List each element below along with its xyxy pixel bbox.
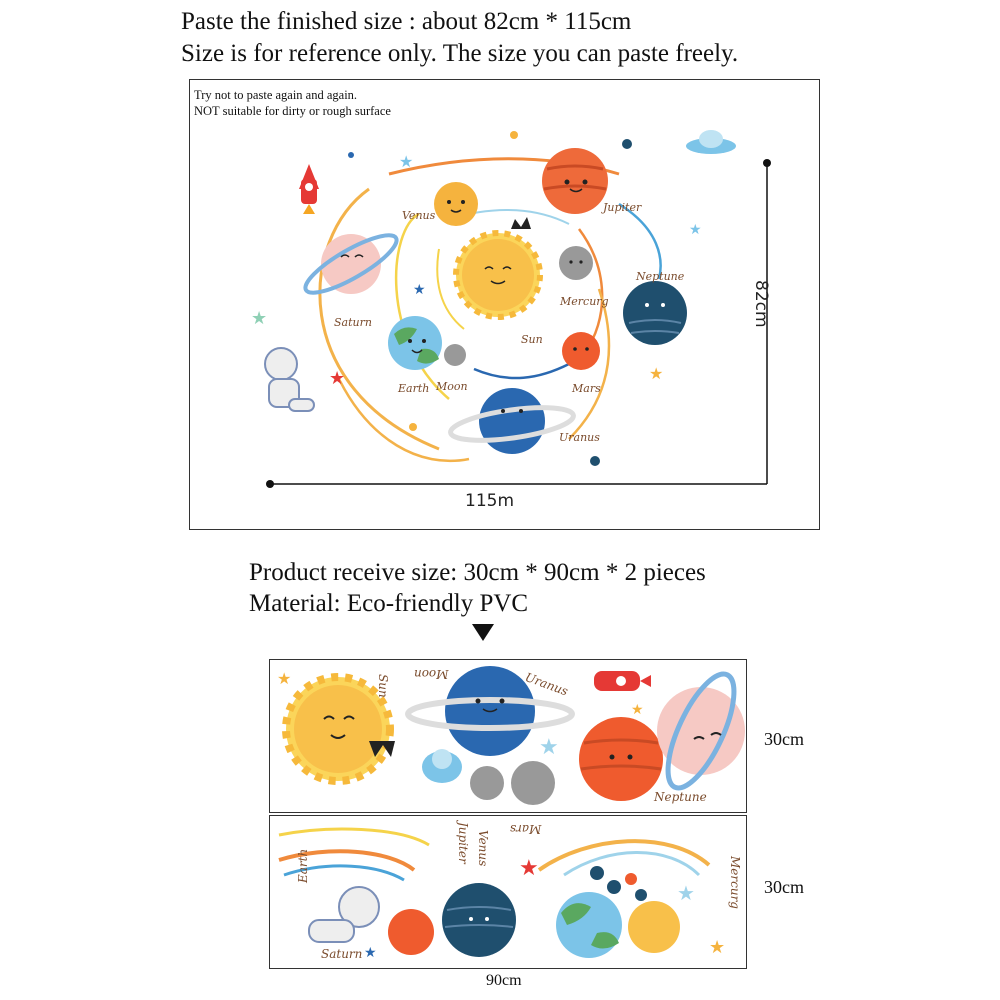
down-arrow-icon (472, 624, 494, 641)
ufo-sticker (422, 749, 462, 783)
height-label: 82cm (751, 280, 771, 328)
sheet-width-label: 90cm (486, 972, 522, 989)
sheet-label-earth: Earth (296, 848, 310, 883)
label-mercury: Mercurg (560, 295, 609, 308)
sheet-bottom-art: ★ ★ ★ ★ (278, 827, 725, 961)
star-icon: ★ (689, 222, 702, 238)
size-note-line2: Size is for reference only. The size you… (181, 40, 739, 67)
ufo-icon (686, 130, 736, 154)
star-icon: ★ (539, 735, 559, 760)
sheet-label-sun: Sun (376, 674, 390, 698)
sheet-label-venus: Venus (476, 830, 490, 867)
label-earth: Earth (398, 382, 430, 395)
dot-icon (590, 456, 600, 466)
label-uranus: Uranus (559, 431, 600, 444)
orbit-9 (337, 378, 470, 463)
star-icon: ★ (277, 669, 291, 688)
mercury-planet (559, 246, 593, 280)
rocket-sticker (594, 671, 651, 691)
uranus-sticker (405, 666, 575, 756)
sheet-top-frame (269, 659, 747, 813)
label-neptune: Neptune (636, 270, 685, 283)
material-line: Material: Eco-friendly PVC (249, 590, 529, 617)
sheet-label-moon: Moon (414, 667, 449, 681)
dot-icon (409, 423, 417, 431)
neptune-planet (623, 281, 687, 345)
width-label: 115m (465, 491, 515, 511)
astronaut-sticker (308, 886, 380, 943)
orbit-10 (568, 288, 611, 440)
venus-planet (434, 182, 478, 226)
sun-sticker (282, 673, 395, 785)
orbit-8 (473, 362, 570, 380)
uranus-planet (479, 388, 545, 454)
jupiter-planet (542, 148, 608, 214)
label-mars: Mars (572, 382, 601, 395)
sun-planet (453, 217, 543, 320)
star-icon: ★ (329, 368, 345, 389)
star-icon: ★ (413, 282, 426, 298)
sheet-top-art: ★ ★ ★ (277, 666, 745, 805)
sheet-top-height-label: 30cm (764, 729, 804, 749)
star-icon: ★ (709, 937, 725, 958)
dot-icon (622, 139, 632, 149)
size-note-line1: Paste the finished size : about 82cm * 1… (181, 8, 632, 35)
astronaut-icon (264, 347, 315, 412)
dot-icon (348, 152, 354, 158)
label-jupiter: Jupiter (603, 201, 642, 214)
mars-sticker (579, 717, 663, 801)
moon-sticker (470, 766, 504, 800)
star-icon: ★ (677, 881, 695, 905)
earth-planet (388, 316, 442, 370)
sheet-bottom-frame (269, 815, 747, 969)
sheet-label-saturn: Saturn (321, 947, 363, 961)
earth-sticker (556, 892, 622, 958)
star-icon: ★ (399, 152, 413, 171)
orbit-5 (436, 248, 465, 330)
star-icon: ★ (251, 308, 267, 329)
sheet-label-mars: Mars (510, 822, 542, 836)
star-icon: ★ (364, 945, 377, 961)
star-icon: ★ (519, 856, 539, 881)
saturn-sticker (657, 671, 745, 791)
product-size-line: Product receive size: 30cm * 90cm * 2 pi… (249, 559, 706, 586)
note-2: NOT suitable for dirty or rough surface (194, 104, 391, 118)
sheet-label-mercury: Mercurg (728, 856, 742, 909)
saturn-planet (321, 234, 381, 294)
solar-system-preview: ★ ★ ★ ★ ★ ★ (251, 130, 771, 488)
dot-icon (510, 131, 518, 139)
orbit-4 (394, 212, 450, 400)
mars-planet (562, 332, 600, 370)
rocket-icon (299, 164, 319, 214)
mercury-sticker (511, 761, 555, 805)
label-saturn: Saturn (334, 316, 372, 329)
label-moon: Moon (436, 380, 468, 393)
sheet-bottom-height-label: 30cm (764, 877, 804, 897)
sheet-label-jupiter: Jupiter (456, 822, 470, 864)
star-icon: ★ (649, 364, 663, 383)
moon-planet (444, 344, 466, 366)
venus-sticker (628, 901, 680, 953)
preview-frame: Try not to paste again and again. NOT su… (189, 79, 820, 530)
sheet-label-neptune: Neptune (654, 790, 707, 804)
neptune-sticker (442, 883, 516, 957)
orbit-3 (618, 202, 662, 280)
label-venus: Venus (402, 209, 436, 222)
orbit-1 (318, 187, 440, 451)
label-sun: Sun (521, 333, 543, 346)
star-icon: ★ (631, 702, 644, 718)
mars-sticker (388, 909, 434, 955)
note-1: Try not to paste again and again. (194, 88, 358, 102)
